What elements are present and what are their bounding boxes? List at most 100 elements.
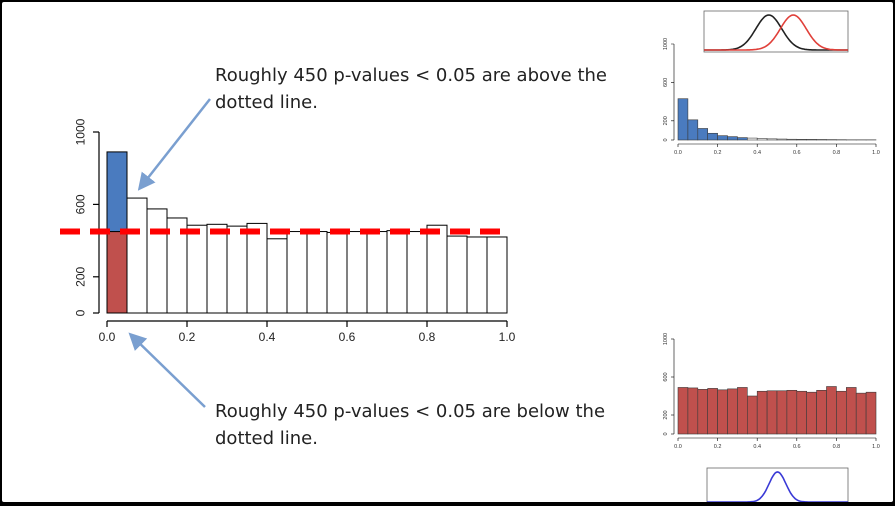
y-tick-label: 1000 (663, 333, 669, 345)
y-tick-label: 600 (74, 194, 88, 214)
bar (687, 387, 699, 435)
bar (737, 137, 748, 141)
bar (146, 208, 168, 314)
bar (756, 390, 768, 435)
bar (836, 390, 847, 435)
bar (806, 139, 817, 141)
arrow-below (128, 332, 206, 408)
y-tick-label: 1000 (663, 38, 669, 50)
x-tick-label: 0.0 (674, 150, 682, 156)
x-tick-label: 0.0 (674, 444, 682, 450)
bar (707, 132, 718, 141)
bar (737, 387, 748, 435)
bar (717, 389, 728, 435)
y-tick-label: 1000 (74, 118, 88, 145)
bar (845, 387, 857, 435)
bar (796, 139, 807, 141)
bar (707, 388, 718, 435)
bar (816, 389, 827, 435)
x-tick-label: 0.6 (793, 150, 801, 156)
y-tick-label: 0 (74, 309, 88, 316)
y-tick-label: 200 (663, 410, 669, 419)
bar (466, 236, 488, 314)
bar (366, 231, 388, 314)
y-tick-label: 600 (663, 372, 669, 381)
x-tick-label: 0.8 (419, 330, 436, 344)
bar-above (106, 151, 128, 233)
x-tick-label: 0.2 (179, 330, 196, 344)
top-curve-panel (703, 10, 849, 53)
annotation-arrows (128, 98, 211, 408)
bar (226, 225, 248, 314)
x-tick-label: 0.6 (793, 444, 801, 450)
bar (306, 231, 328, 314)
bar (486, 236, 508, 314)
y-tick-label: 200 (663, 116, 669, 125)
y-tick-label: 0 (663, 138, 669, 141)
bar (727, 388, 738, 435)
x-tick-label: 0.2 (714, 150, 722, 156)
bar (266, 238, 288, 314)
bar (865, 391, 877, 435)
bar (246, 222, 268, 314)
x-tick-label: 1.0 (872, 444, 880, 450)
bar (796, 390, 807, 435)
x-tick-label: 1.0 (499, 330, 516, 344)
bar (206, 223, 228, 314)
bar (687, 119, 699, 141)
x-tick-label: 0.4 (753, 150, 761, 156)
bar (727, 136, 738, 141)
x-tick-label: 0.2 (714, 444, 722, 450)
bar (697, 128, 708, 141)
x-tick-label: 0.6 (339, 330, 356, 344)
x-tick-label: 1.0 (872, 150, 880, 156)
bar (776, 138, 788, 141)
x-tick-label: 0.4 (259, 330, 276, 344)
bar (766, 138, 778, 141)
y-tick-label: 0 (663, 432, 669, 435)
bar (746, 395, 758, 435)
bar-below (106, 231, 128, 314)
density-curve (707, 471, 848, 502)
bar (126, 197, 148, 314)
bar (677, 98, 689, 141)
bar (786, 138, 798, 141)
bar (677, 387, 689, 435)
bar (386, 230, 408, 314)
y-tick-label: 600 (663, 78, 669, 87)
bar (346, 231, 368, 314)
bar (717, 135, 728, 141)
top-right-histogram: 0.0 0.2 0.4 0.6 0.8 1.0 0 200 600 1000 (663, 38, 880, 156)
annotation-above: Roughly 450 p-values < 0.05 are above th… (215, 65, 608, 113)
annotation-below: Roughly 450 p-values < 0.05 are below th… (215, 401, 606, 449)
y-tick-label: 200 (74, 266, 88, 286)
bar (855, 392, 867, 435)
bar (446, 235, 468, 314)
bar (186, 224, 208, 314)
arrow-above (137, 98, 211, 191)
bar (786, 389, 798, 435)
bar (286, 231, 308, 314)
x-tick-label: 0.0 (99, 330, 116, 344)
bottom-curve-panel (706, 467, 849, 502)
bar (326, 231, 348, 314)
bottom-right-histogram: 0.0 0.2 0.4 0.6 0.8 1.0 0 200 600 1000 (663, 333, 880, 450)
x-tick-label: 0.4 (753, 444, 761, 450)
curve-frame (706, 467, 849, 502)
bar (746, 137, 758, 141)
bar (766, 390, 778, 435)
main-histogram: 0.0 0.2 0.4 0.6 0.8 1.0 0 200 600 1000 (60, 118, 516, 344)
density-curve (704, 14, 848, 51)
bar (776, 390, 788, 435)
bar (697, 389, 708, 435)
curve-frame (703, 10, 849, 53)
bar (426, 224, 448, 314)
bar (406, 231, 428, 314)
bar (826, 386, 837, 435)
x-tick-label: 0.8 (833, 444, 841, 450)
bar (756, 138, 768, 141)
x-tick-label: 0.8 (833, 150, 841, 156)
bar (806, 391, 817, 435)
